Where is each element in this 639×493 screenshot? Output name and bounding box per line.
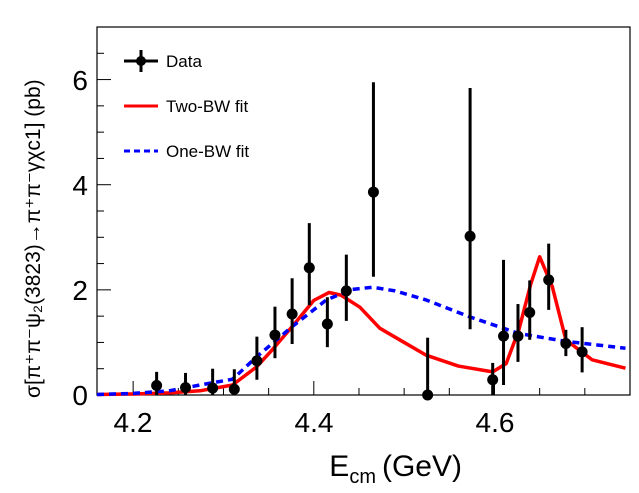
data-marker	[422, 389, 434, 401]
data-marker	[367, 186, 379, 198]
data-marker	[512, 330, 524, 342]
data-point	[151, 371, 163, 395]
svg-text:Data: Data	[166, 52, 202, 71]
x-axis-title: Ecm (GeV)	[329, 450, 462, 488]
legend-item-one-bw: One-BW fit	[124, 142, 249, 161]
data-point	[207, 368, 219, 395]
y-tick-label: 2	[72, 275, 88, 306]
data-point	[340, 254, 352, 321]
x-tick-label: 4.6	[476, 407, 515, 438]
data-point	[269, 306, 281, 359]
y-tick-label: 0	[72, 380, 88, 411]
data-point	[543, 243, 555, 310]
data-point	[464, 87, 476, 330]
data-point	[487, 362, 499, 395]
data-point	[321, 297, 333, 348]
data-marker	[560, 337, 572, 349]
data-point	[286, 278, 298, 345]
x-axis-title-sub: cm	[349, 466, 376, 488]
data-marker	[251, 355, 263, 367]
x-tick-label: 4.2	[114, 407, 153, 438]
x-tick-label: 4.4	[295, 407, 334, 438]
data-point	[422, 337, 434, 401]
data-point	[367, 82, 379, 277]
data-marker	[303, 262, 315, 274]
svg-text:One-BW fit: One-BW fit	[166, 142, 249, 161]
data-point	[560, 329, 572, 357]
data-point	[498, 259, 510, 386]
data-marker	[321, 318, 333, 330]
data-point	[524, 280, 536, 340]
data-marker	[576, 346, 588, 358]
data-point	[576, 327, 588, 373]
data-marker	[151, 380, 163, 392]
data-point	[180, 372, 192, 395]
data-marker	[498, 330, 510, 342]
y-tick-label: 4	[72, 170, 88, 201]
data-point	[228, 369, 240, 395]
data-marker	[487, 374, 499, 386]
data-marker	[464, 230, 476, 242]
data-point	[512, 304, 524, 362]
data-marker	[180, 382, 192, 394]
data-point	[303, 223, 315, 306]
y-axis-title: σ[π⁺π⁻ψ₂(3823)→π⁺π⁻γχc1] (pb)	[22, 79, 45, 398]
data-marker	[340, 285, 352, 297]
data-point	[251, 336, 263, 380]
data-marker	[228, 383, 240, 395]
data-marker	[524, 306, 536, 318]
data-points	[151, 82, 588, 401]
data-marker	[207, 382, 219, 394]
y-tick-label: 6	[72, 65, 88, 96]
data-marker	[269, 329, 281, 341]
one-bw-fit-curve	[96, 285, 626, 397]
data-marker	[543, 274, 555, 286]
legend-item-data: Data	[124, 50, 202, 72]
legend-item-two-bw: Two-BW fit	[124, 97, 248, 116]
legend: Data Two-BW fit One-BW fit	[124, 50, 249, 161]
svg-text:Two-BW fit: Two-BW fit	[166, 97, 248, 116]
data-marker	[286, 308, 298, 320]
